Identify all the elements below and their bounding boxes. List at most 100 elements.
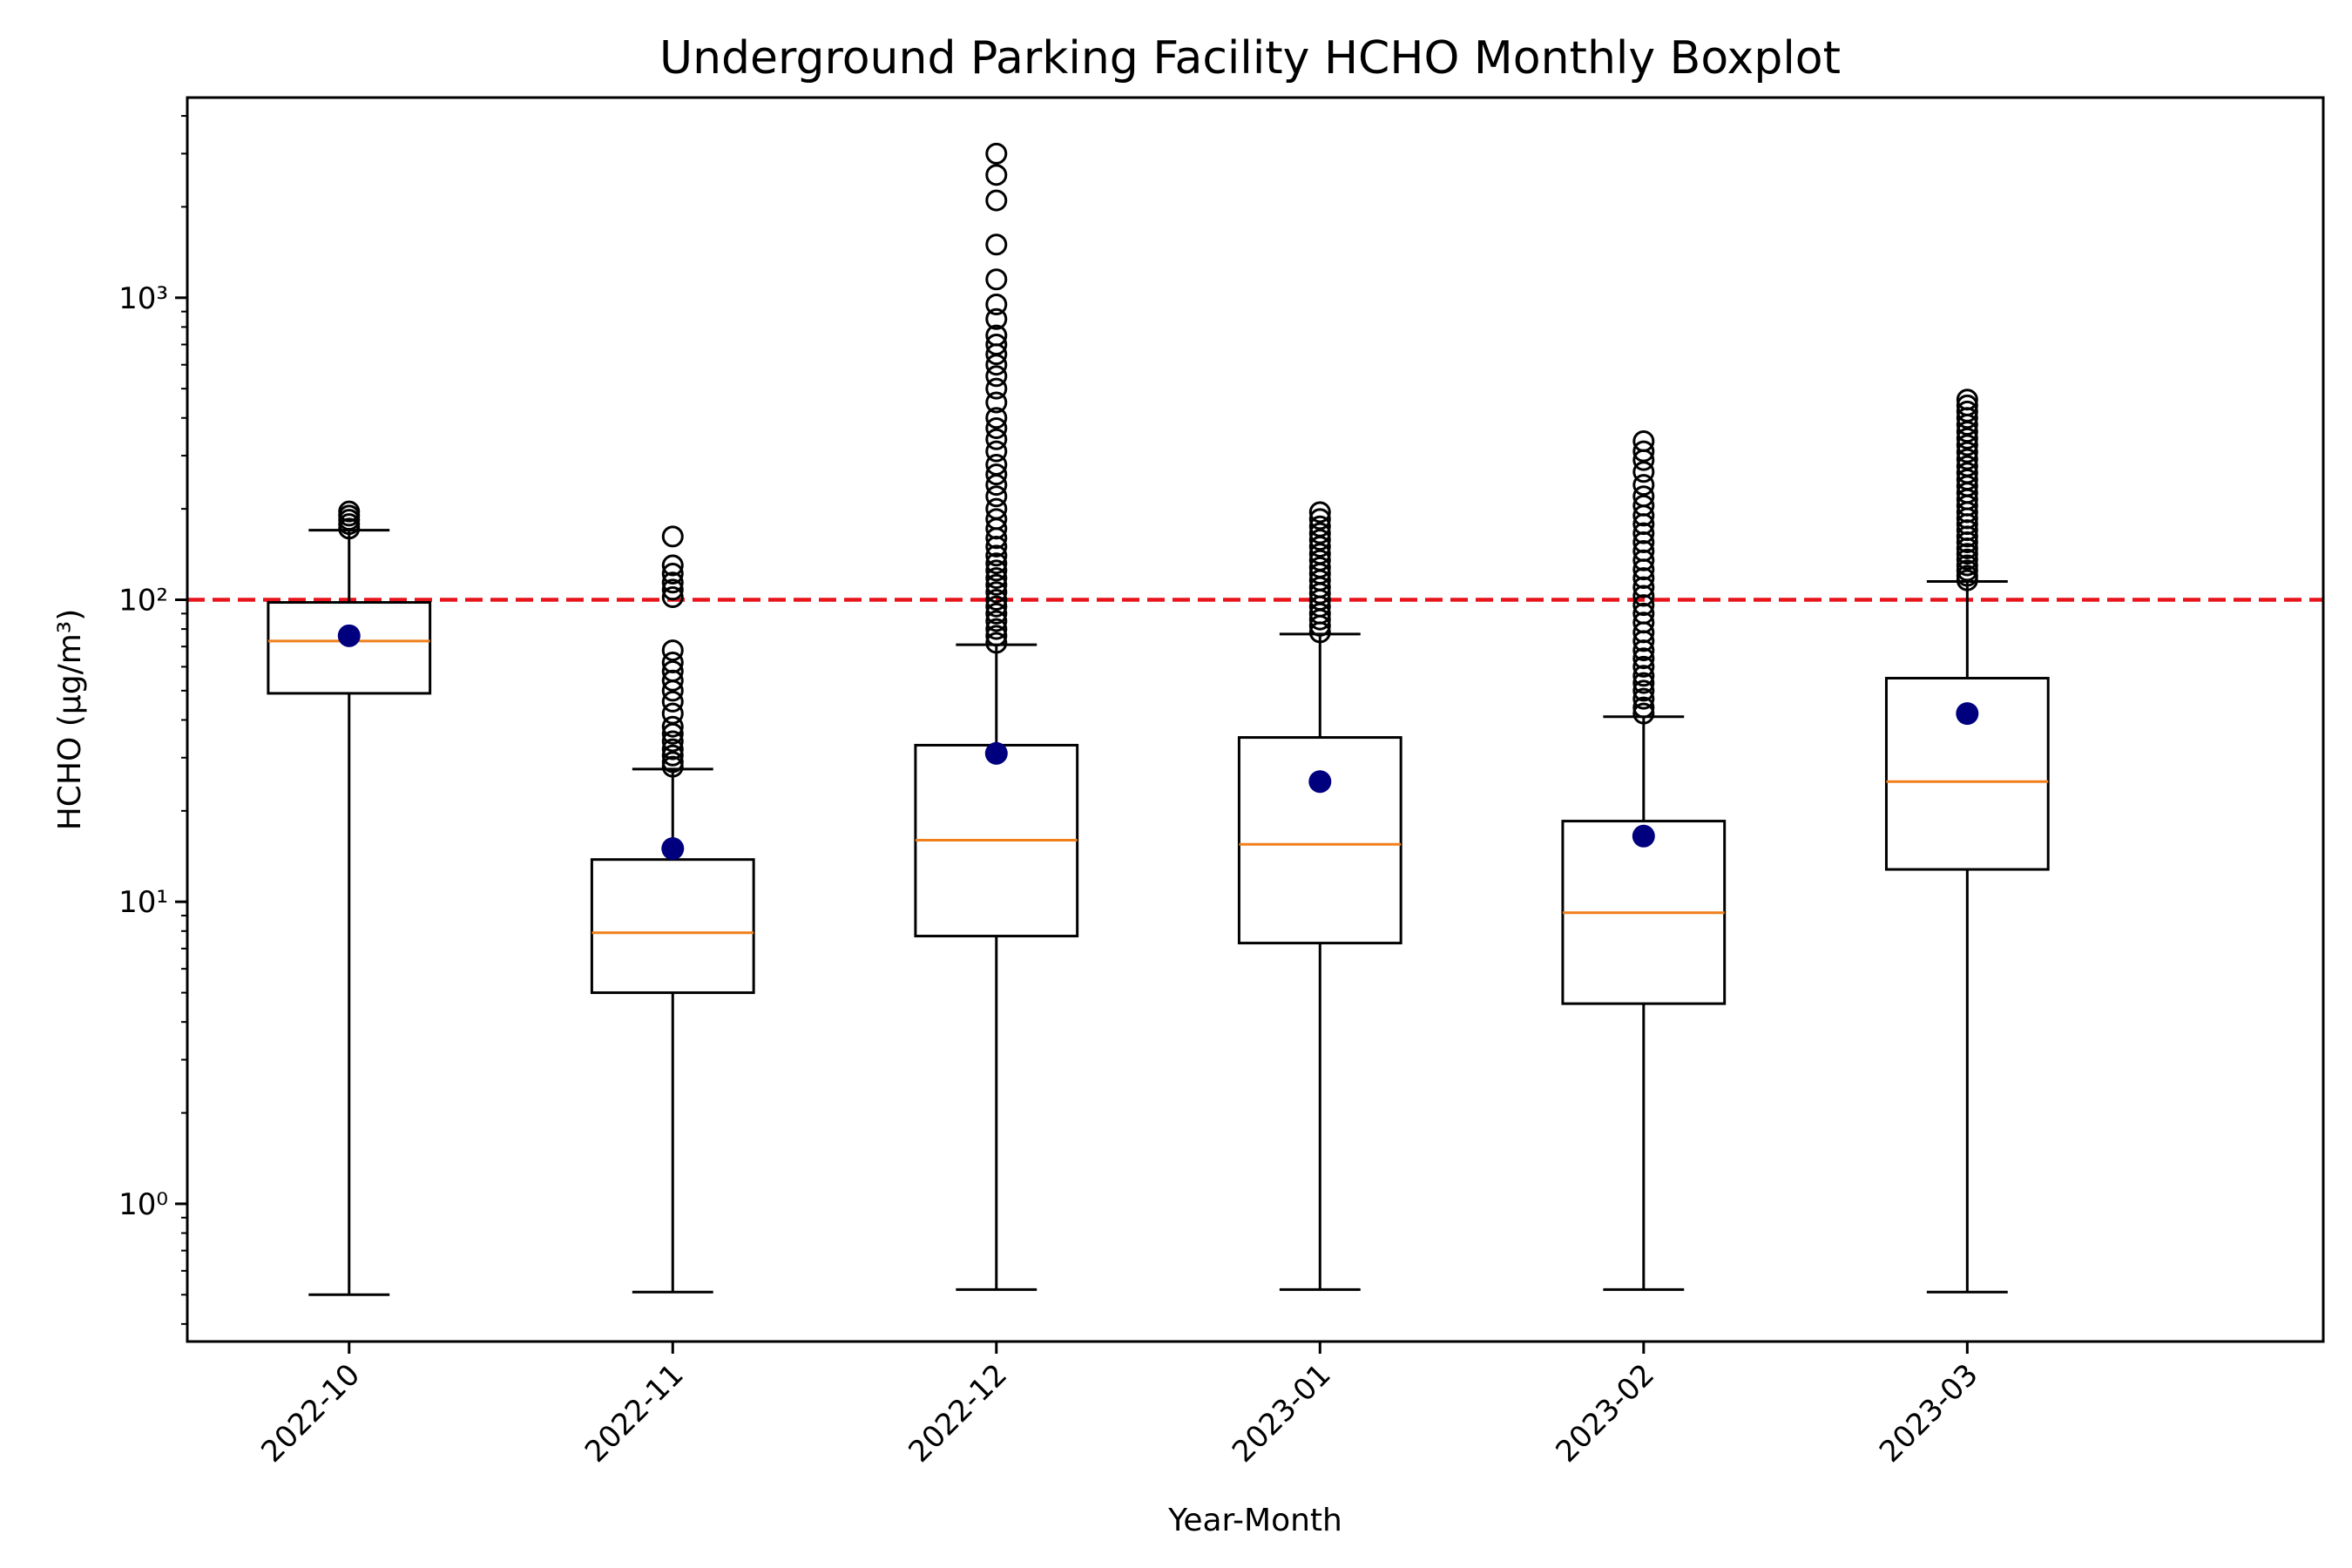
mean-point — [1308, 770, 1332, 794]
outlier-point — [985, 544, 1008, 567]
outlier-point — [1632, 687, 1655, 710]
y-tick-label: 10¹ — [118, 885, 168, 920]
outlier-point — [661, 751, 684, 774]
outlier-point — [1632, 594, 1655, 617]
mean-point — [337, 624, 361, 647]
mean-point — [661, 837, 685, 861]
x-tick-label: 2023-03 — [1873, 1357, 1985, 1470]
outlier-point — [985, 365, 1008, 388]
outlier-point — [985, 308, 1008, 330]
outlier-point — [985, 428, 1008, 450]
outlier-point — [1308, 522, 1331, 544]
mean-point — [984, 741, 1008, 765]
outlier-point — [1956, 434, 1978, 456]
outlier-point — [1632, 522, 1655, 544]
y-tick-label: 10² — [118, 583, 168, 618]
outlier-point — [661, 715, 684, 738]
outlier-point — [985, 618, 1008, 640]
outlier-point — [985, 142, 1008, 165]
outlier-point — [985, 453, 1008, 476]
outlier-point — [338, 500, 361, 523]
outlier-point — [985, 164, 1008, 186]
outlier-point — [985, 588, 1008, 611]
outlier-point — [661, 571, 684, 594]
y-tick-label: 10³ — [118, 281, 168, 316]
outlier-point — [985, 581, 1008, 604]
mean-point — [1632, 824, 1655, 848]
x-tick-label: 2022-10 — [254, 1357, 367, 1470]
outlier-point — [985, 559, 1008, 582]
box-iqr — [267, 601, 432, 695]
outlier-point — [661, 563, 684, 585]
outlier-point — [1308, 543, 1331, 565]
outlier-point — [1632, 602, 1655, 625]
plot-frame — [186, 96, 2325, 1343]
outlier-point — [985, 602, 1008, 625]
chart-title: Underground Parking Facility HCHO Monthl… — [659, 32, 1841, 84]
outlier-point — [661, 578, 684, 601]
outlier-point — [1632, 702, 1655, 725]
outlier-point — [985, 497, 1008, 520]
outlier-point — [661, 586, 684, 609]
outlier-point — [985, 508, 1008, 531]
outlier-point — [1956, 564, 1978, 587]
y-axis-label: HCHO (μg/m³) — [52, 609, 88, 831]
outlier-point — [1956, 554, 1978, 577]
y-tick-label: 10⁰ — [118, 1187, 168, 1222]
outlier-point — [1632, 429, 1655, 452]
outlier-point — [985, 440, 1008, 463]
outlier-point — [985, 610, 1008, 632]
outlier-point — [1956, 427, 1978, 449]
outlier-point — [661, 690, 684, 713]
outlier-point — [985, 552, 1008, 575]
outlier-point — [661, 702, 684, 725]
outlier-point — [1308, 549, 1331, 571]
outlier-point — [1308, 508, 1331, 531]
outlier-point — [985, 407, 1008, 429]
outlier-point — [1632, 655, 1655, 678]
x-tick-label: 2022-12 — [902, 1357, 1014, 1470]
x-tick-label: 2023-02 — [1549, 1357, 1661, 1470]
box-iqr — [590, 858, 755, 995]
outlier-point — [661, 639, 684, 662]
outlier-point — [985, 233, 1008, 256]
outlier-point — [985, 595, 1008, 618]
outlier-point — [985, 567, 1008, 590]
outlier-point — [1632, 679, 1655, 702]
outlier-point — [1632, 647, 1655, 670]
outlier-point — [1632, 474, 1655, 497]
outlier-point — [1956, 400, 1978, 422]
outlier-point — [661, 730, 684, 753]
outlier-point — [661, 525, 684, 548]
outlier-point — [985, 333, 1008, 355]
outlier-point — [985, 625, 1008, 647]
outlier-point — [1632, 612, 1655, 634]
plot-area — [187, 142, 2323, 1296]
outlier-point — [1632, 540, 1655, 563]
outlier-point — [985, 268, 1008, 291]
outlier-point — [985, 416, 1008, 439]
box-iqr — [1884, 677, 2050, 871]
outlier-point — [1632, 696, 1655, 719]
outlier-point — [1632, 567, 1655, 590]
outlier-point — [1956, 448, 1978, 470]
outlier-point — [985, 324, 1008, 347]
outlier-point — [1308, 556, 1331, 578]
outlier-point — [1632, 485, 1655, 508]
outlier-point — [661, 738, 684, 760]
box-group — [1237, 501, 1402, 1291]
mean-point — [1956, 702, 1979, 726]
x-axis-label: Year-Month — [1167, 1503, 1342, 1538]
box-group — [914, 142, 1079, 1291]
outlier-point — [1632, 494, 1655, 517]
outlier-point — [661, 744, 684, 767]
outlier-point — [1632, 585, 1655, 607]
outlier-point — [985, 189, 1008, 212]
outlier-point — [1632, 461, 1655, 483]
box-group — [590, 525, 755, 1294]
outlier-point — [1632, 665, 1655, 687]
outlier-point — [1956, 462, 1978, 484]
outlier-point — [661, 651, 684, 673]
box-group — [1884, 389, 2050, 1294]
